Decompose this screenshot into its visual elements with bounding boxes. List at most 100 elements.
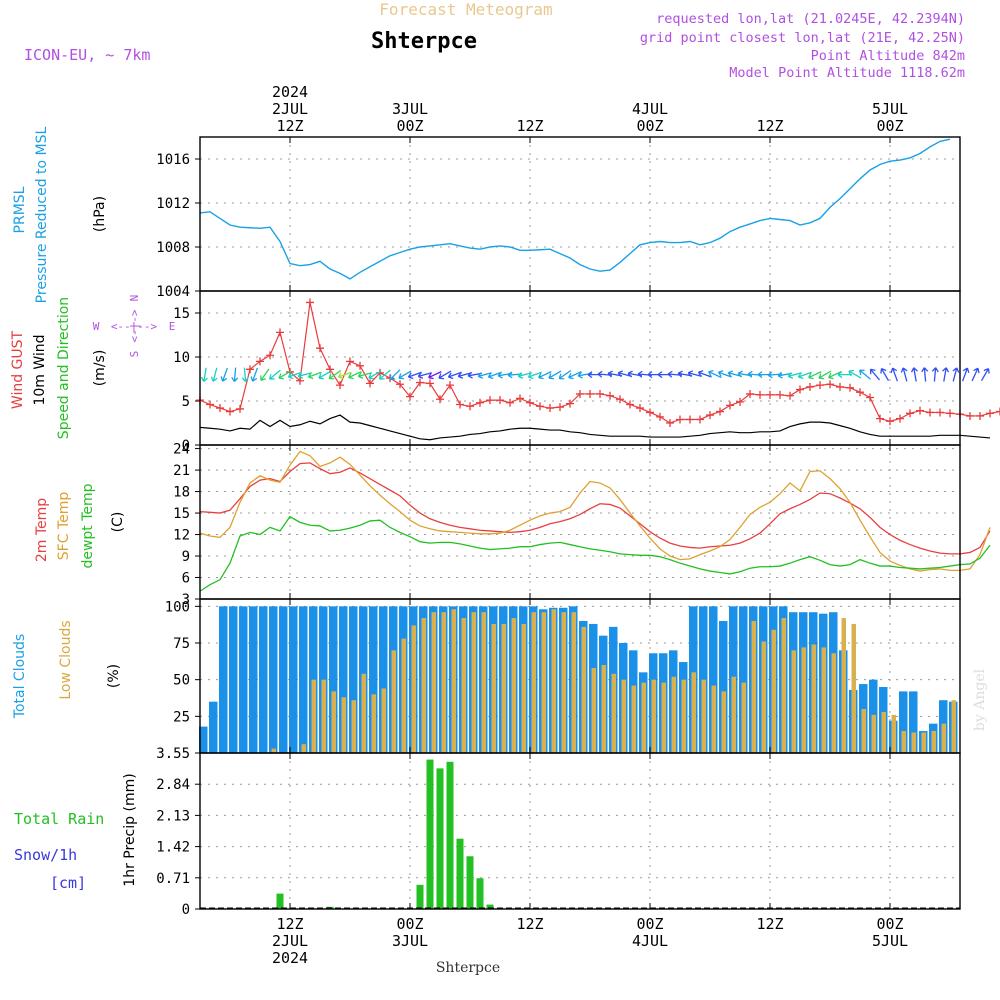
gust-marker (606, 391, 614, 400)
y-tick-label: 21 (173, 463, 190, 479)
bottom-time-label: 12Z (516, 915, 543, 933)
y-tick-label: 18 (173, 485, 190, 501)
wind-direction-arrow (318, 370, 332, 380)
low-cloud-bar (351, 700, 356, 753)
top-time-label: 5JUL (872, 100, 908, 118)
precip-ylabels: Total Rain Snow/1h [cm] 1hr Precip (mm) (14, 773, 138, 892)
gust-marker (746, 389, 754, 398)
wind-direction-arrow (477, 372, 492, 379)
gust-marker (216, 404, 224, 413)
gust-marker (736, 397, 744, 406)
wind-direction-arrow (837, 371, 852, 379)
low-cloud-bar (921, 732, 926, 753)
low-cloud-bar (311, 679, 316, 753)
total-cloud-bar (199, 726, 208, 753)
temp2m-label: 2m Temp (34, 498, 50, 562)
low-cloud-bar (511, 618, 516, 753)
low-cloud-bar (731, 676, 736, 753)
gust-marker (406, 392, 414, 401)
gust-marker (936, 408, 944, 417)
low-cloud-bar (441, 612, 446, 753)
gust-marker (836, 382, 844, 391)
top-time-label: 12Z (276, 117, 303, 135)
wind-direction-arrow (808, 371, 822, 380)
sfc-temp-series-line (199, 450, 991, 572)
y-tick-label: 12 (173, 528, 190, 544)
y-tick-label: 0 (182, 902, 190, 918)
gust-label: Wind GUST (10, 330, 26, 409)
bottom-time-label: 4JUL (632, 932, 668, 950)
compass-s: S (128, 351, 141, 358)
gust-marker (846, 383, 854, 392)
y-tick-label: 50 (173, 673, 190, 689)
bottom-time-label: 2024 (272, 949, 308, 967)
snow-label: Snow/1h (14, 846, 77, 864)
low-cloud-bar (571, 612, 576, 753)
wind-direction-arrow (708, 369, 722, 379)
gust-marker (986, 409, 994, 418)
total-cloud-bar (339, 606, 348, 753)
wind-direction-arrow (890, 367, 899, 382)
low-cloud-bar (751, 621, 756, 753)
low-cloud-bar (791, 650, 796, 753)
y-tick-label: 1012 (156, 196, 190, 212)
y-tick-label: 15 (173, 506, 190, 522)
bottom-time-label: 2JUL (272, 932, 308, 950)
pressure-msl-label: Pressure Reduced to MSL (34, 126, 50, 303)
wind-direction-arrow (269, 369, 281, 380)
gust-marker (776, 390, 784, 399)
wind-direction-arrow (942, 367, 950, 382)
total-cloud-bar (349, 606, 358, 753)
wind-direction-arrow (278, 370, 292, 380)
rain-bar (436, 768, 444, 909)
bottom-time-label: 00Z (396, 915, 423, 933)
pressure-unit: (hPa) (92, 196, 108, 232)
top-time-label: 00Z (636, 117, 663, 135)
y-tick-label: 5 (182, 394, 190, 410)
gust-marker (946, 409, 954, 418)
cloud-ylabels: Total Clouds Low Clouds (%) (12, 620, 122, 719)
total-cloud-bar (319, 606, 328, 753)
rain-bar (276, 893, 284, 909)
gust-marker (976, 411, 984, 420)
compass-w: W (93, 320, 100, 333)
precip-unit-label: 1hr Precip (mm) (122, 773, 138, 886)
low-cloud-bar (491, 623, 496, 753)
wind-direction-arrow (787, 372, 802, 379)
y-tick-label: 0.71 (156, 871, 190, 887)
low-cloud-bar (701, 679, 706, 753)
low-cloud-bar (471, 612, 476, 753)
low-cloud-bar (631, 685, 636, 753)
gust-marker (656, 412, 664, 421)
y-tick-label: 1004 (156, 284, 190, 300)
gust-marker (246, 365, 254, 374)
gust-marker (566, 399, 574, 408)
low-cloud-bar (271, 748, 276, 753)
low-cloud-bar (591, 667, 596, 753)
gust-marker (756, 390, 764, 399)
total-clouds-label: Total Clouds (12, 634, 28, 719)
low-cloud-bar (451, 609, 456, 753)
total-cloud-bar (229, 606, 238, 753)
total-cloud-bar (249, 606, 258, 753)
low-cloud-bar (371, 694, 376, 753)
gust-marker (896, 414, 904, 423)
low-cloud-bar (461, 618, 466, 753)
wind-direction-arrow (548, 370, 562, 380)
station-name: Shterpce (371, 29, 477, 54)
wind-direction-arrow (287, 371, 302, 380)
wind-direction-arrow (231, 367, 239, 383)
footer-station: Shterpce (436, 960, 500, 976)
gust-marker (626, 400, 634, 409)
wind-direction-arrow (438, 370, 452, 380)
wind-direction-arrow (307, 371, 322, 380)
low-cloud-bar (761, 641, 766, 753)
y-tick-label: 6 (182, 571, 190, 587)
total-cloud-bar (219, 606, 228, 753)
gust-marker (826, 380, 834, 389)
low-cloud-bar (641, 682, 646, 753)
wind10m-series-line (199, 414, 991, 441)
rain-bar (426, 759, 434, 909)
low-cloud-bar (521, 623, 526, 753)
